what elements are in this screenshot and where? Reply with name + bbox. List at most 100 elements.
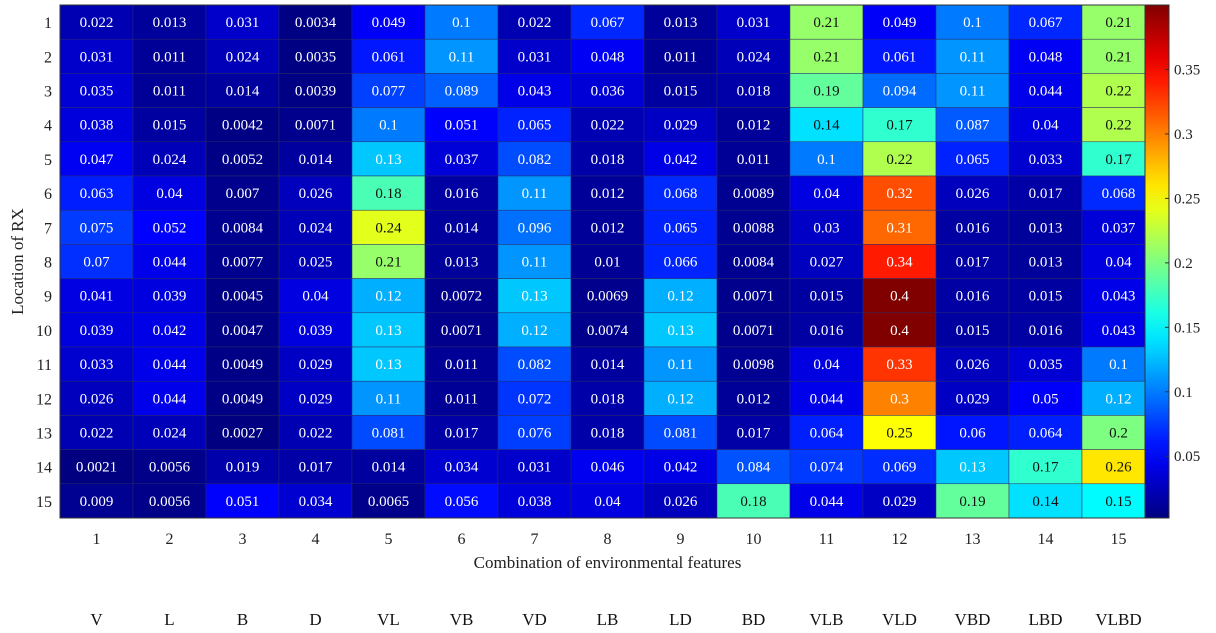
cell-value-label: 0.035	[1029, 357, 1063, 373]
cell-value-label: 0.21	[1105, 15, 1131, 31]
cell-value-label: 0.024	[153, 426, 187, 442]
feature-label: VB	[450, 610, 474, 629]
cell-value-label: 0.012	[591, 220, 625, 236]
cell-value-label: 0.065	[956, 152, 990, 168]
cell-value-label: 0.094	[883, 84, 917, 100]
cell-value-label: 0.033	[1029, 152, 1063, 168]
heatmap-cell	[1081, 141, 1156, 177]
cell-value-label: 0.05	[1032, 391, 1058, 407]
cell-value-label: 0.24	[375, 220, 402, 236]
cell-value-label: 0.039	[80, 323, 114, 339]
heatmap-cell	[716, 278, 791, 314]
cell-value-label: 0.0071	[295, 118, 336, 134]
heatmap-cell	[278, 175, 353, 211]
heatmap-cell	[789, 107, 864, 143]
heatmap-cell	[132, 38, 207, 74]
heatmap-cell	[59, 346, 134, 382]
heatmap-cell	[862, 449, 937, 485]
heatmap-cell	[1008, 38, 1083, 74]
cell-value-label: 0.034	[445, 460, 479, 476]
heatmap-cell	[570, 141, 645, 177]
heatmap-cell	[862, 38, 937, 74]
cell-value-label: 0.044	[810, 494, 844, 510]
cell-value-label: 0.12	[1105, 391, 1131, 407]
heatmap-cell	[716, 346, 791, 382]
cell-value-label: 0.037	[1102, 220, 1136, 236]
cell-value-label: 0.11	[960, 84, 986, 100]
heatmap-cell	[132, 449, 207, 485]
cell-value-label: 0.026	[956, 186, 990, 202]
heatmap-cell	[205, 244, 280, 279]
heatmap-cell	[351, 107, 426, 143]
cell-value-label: 0.019	[226, 460, 260, 476]
heatmap-cell	[59, 73, 134, 108]
heatmap-cell	[716, 244, 791, 279]
cell-value-label: 0.042	[153, 323, 187, 339]
heatmap-cell	[132, 346, 207, 382]
cell-value-label: 0.1	[452, 15, 471, 31]
heatmap-cell	[716, 380, 791, 416]
cell-value-label: 0.0027	[222, 426, 264, 442]
cell-value-label: 0.017	[445, 426, 479, 442]
heatmap-cell	[351, 4, 426, 40]
cell-value-label: 0.026	[664, 494, 698, 510]
cell-value-label: 0.19	[959, 494, 985, 510]
heatmap-cell	[59, 483, 134, 519]
heatmap-cell	[497, 312, 572, 348]
heatmap-cell	[935, 346, 1010, 382]
cell-value-label: 0.025	[299, 255, 333, 271]
cell-value-label: 0.046	[591, 460, 625, 476]
heatmap-cell	[570, 4, 645, 40]
heatmap-cell	[570, 38, 645, 74]
heatmap-cell	[1008, 449, 1083, 485]
heatmap-cell	[716, 107, 791, 143]
heatmap-cell	[643, 73, 718, 108]
heatmap-cell	[789, 380, 864, 416]
heatmap-cell	[497, 346, 572, 382]
cell-value-label: 0.34	[886, 255, 913, 271]
cell-value-label: 0.013	[445, 255, 479, 271]
heatmap-cell	[716, 312, 791, 348]
feature-label: LD	[669, 610, 692, 629]
cell-value-label: 0.044	[153, 255, 187, 271]
heatmap-cell	[59, 209, 134, 245]
cell-value-label: 0.21	[375, 255, 401, 271]
heatmap-cell	[351, 38, 426, 74]
heatmap-cell	[59, 449, 134, 485]
heatmap-cell	[278, 483, 353, 519]
cell-value-label: 0.13	[375, 323, 401, 339]
y-tick-label: 14	[36, 460, 52, 477]
colorbar-tick-label: 0.35	[1174, 62, 1200, 78]
cell-value-label: 0.067	[591, 15, 625, 31]
heatmap-cell	[789, 175, 864, 211]
cell-value-label: 0.04	[302, 289, 329, 305]
cell-value-label: 0.052	[153, 220, 187, 236]
cell-value-label: 0.13	[521, 289, 547, 305]
cell-value-label: 0.012	[737, 118, 771, 134]
heatmap-cell	[1008, 380, 1083, 416]
x-tick-label: 13	[965, 531, 981, 548]
heatmap-cell	[351, 209, 426, 245]
heatmap-cell	[935, 4, 1010, 40]
heatmap-cell	[424, 209, 499, 245]
heatmap-cell	[570, 312, 645, 348]
cell-value-label: 0.11	[668, 357, 694, 373]
heatmap-cell	[716, 73, 791, 108]
cell-value-label: 0.012	[591, 186, 625, 202]
heatmap-cell	[278, 312, 353, 348]
heatmap-cell	[643, 380, 718, 416]
cell-value-label: 0.047	[80, 152, 114, 168]
cell-value-label: 0.12	[521, 323, 547, 339]
cell-value-label: 0.043	[1102, 323, 1136, 339]
cell-value-label: 0.029	[299, 357, 333, 373]
heatmap-cell	[351, 244, 426, 279]
cell-value-label: 0.0071	[441, 323, 482, 339]
heatmap-cell	[278, 4, 353, 40]
heatmap-cell	[716, 483, 791, 519]
heatmap-cell	[278, 38, 353, 74]
cell-value-label: 0.018	[591, 152, 625, 168]
cell-value-label: 0.013	[664, 15, 698, 31]
heatmap-cell	[935, 141, 1010, 177]
cell-value-label: 0.018	[591, 391, 625, 407]
